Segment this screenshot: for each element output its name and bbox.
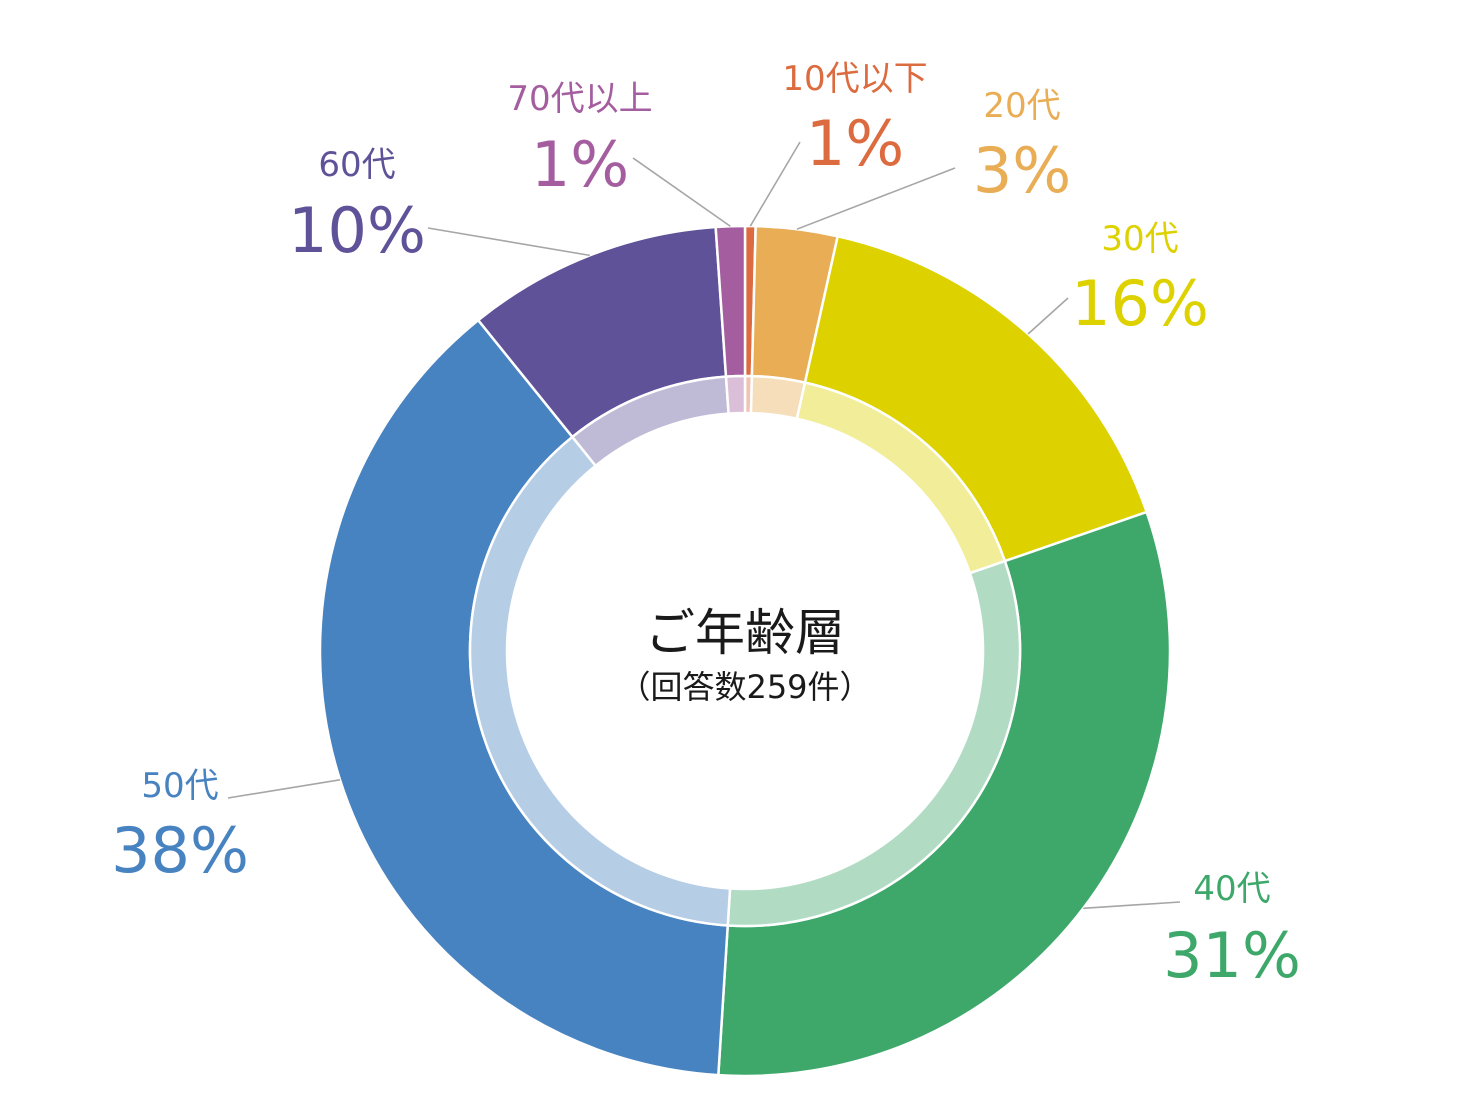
leader-line-5 <box>227 779 341 799</box>
slice-percent-label-7: 1% <box>531 128 629 201</box>
center-subtitle: （回答数259件） <box>618 668 871 706</box>
donut-inner-slice-2 <box>749 374 807 421</box>
slice-percent-label-2: 3% <box>973 134 1071 207</box>
slice-percent-label-1: 1% <box>806 107 904 180</box>
leader-line-1 <box>749 141 801 227</box>
slice-category-label-6: 60代 <box>318 145 395 185</box>
center-title: ご年齢層 <box>645 604 845 662</box>
donut-inner-slice-7 <box>724 374 747 415</box>
slice-percent-label-5: 38% <box>111 814 249 887</box>
inner-ring <box>468 374 1022 928</box>
outer-ring <box>318 224 1172 1078</box>
slice-percent-label-3: 16% <box>1071 267 1209 340</box>
slice-category-label-1: 10代以下 <box>782 59 927 99</box>
slice-percent-label-6: 10% <box>288 194 426 267</box>
leader-line-3 <box>1027 297 1069 335</box>
leader-line-7 <box>632 157 731 227</box>
slice-category-label-7: 70代以上 <box>507 79 652 119</box>
slice-category-label-4: 40代 <box>1193 869 1270 909</box>
leader-lines <box>227 141 1181 910</box>
slice-labels: 10代以下 1% 20代 3% 30代 16% 40代 31% 50代 38% 60代 10% 70代以… <box>111 59 1301 992</box>
slice-category-label-2: 20代 <box>983 86 1060 126</box>
leader-line-4 <box>1083 901 1181 910</box>
leader-line-6 <box>427 227 590 257</box>
slice-percent-label-4: 31% <box>1163 919 1301 992</box>
slice-category-label-5: 50代 <box>141 766 218 806</box>
slice-category-label-3: 30代 <box>1101 219 1178 259</box>
leader-line-2 <box>796 167 956 230</box>
